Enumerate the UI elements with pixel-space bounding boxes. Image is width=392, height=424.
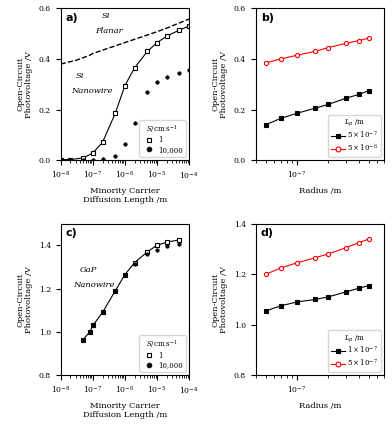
Text: Si: Si <box>76 72 85 80</box>
Text: b): b) <box>261 13 274 23</box>
Y-axis label: Open-Circuit
Photovoltage /V: Open-Circuit Photovoltage /V <box>211 51 229 118</box>
Text: Planar: Planar <box>95 27 123 35</box>
X-axis label: Radius /m: Radius /m <box>299 402 341 410</box>
Text: d): d) <box>261 228 274 238</box>
Text: a): a) <box>66 13 78 23</box>
Text: GaP: GaP <box>80 266 97 274</box>
Text: c): c) <box>66 228 78 238</box>
Text: Nanowire: Nanowire <box>74 281 115 289</box>
X-axis label: Minority Carrier
Diffusion Length /m: Minority Carrier Diffusion Length /m <box>83 402 167 419</box>
Text: Nanowire: Nanowire <box>71 87 113 95</box>
Y-axis label: Open-Circuit
Photovoltage /V: Open-Circuit Photovoltage /V <box>211 266 229 333</box>
Y-axis label: Open-Circuit
Photovoltage /V: Open-Circuit Photovoltage /V <box>16 266 33 333</box>
X-axis label: Radius /m: Radius /m <box>299 187 341 195</box>
Text: Si: Si <box>102 11 110 20</box>
Legend: $5\times10^{-7}$, $5\times10^{-6}$: $5\times10^{-7}$, $5\times10^{-6}$ <box>328 115 381 156</box>
X-axis label: Minority Carrier
Diffusion Length /m: Minority Carrier Diffusion Length /m <box>83 187 167 204</box>
Legend: 1, 10,000: 1, 10,000 <box>139 120 186 156</box>
Legend: 1, 10,000: 1, 10,000 <box>139 335 186 372</box>
Legend: $1\times10^{-7}$, $5\times10^{-7}$: $1\times10^{-7}$, $5\times10^{-7}$ <box>328 330 381 372</box>
Y-axis label: Open-Circuit
Photovoltage /V: Open-Circuit Photovoltage /V <box>16 51 33 118</box>
